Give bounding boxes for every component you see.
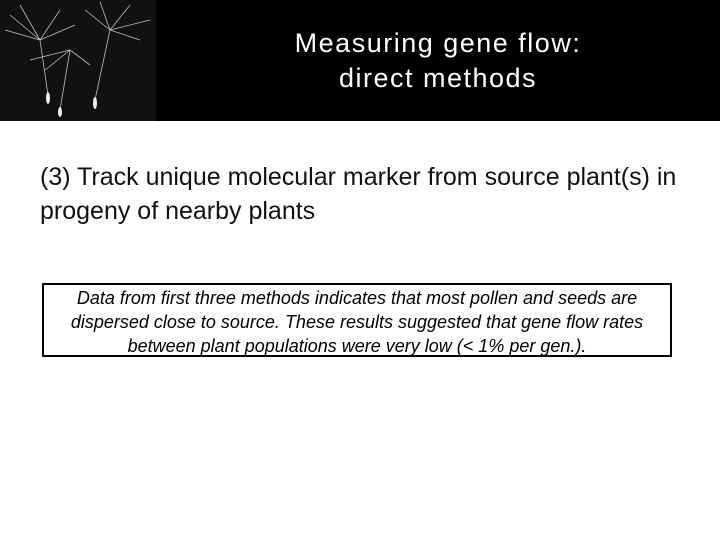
title-line: direct methods: [338, 63, 538, 93]
dandelion-seed-photo: [0, 0, 156, 121]
bullet-point: (3) Track unique molecular marker from s…: [40, 163, 677, 225]
header: Measuring gene flow: direct methods: [0, 0, 720, 121]
title-line: Measuring gene flow:: [294, 28, 582, 58]
title: Measuring gene flow: direct methods: [156, 26, 720, 96]
note-box: Data from first three methods indicates …: [42, 283, 672, 357]
